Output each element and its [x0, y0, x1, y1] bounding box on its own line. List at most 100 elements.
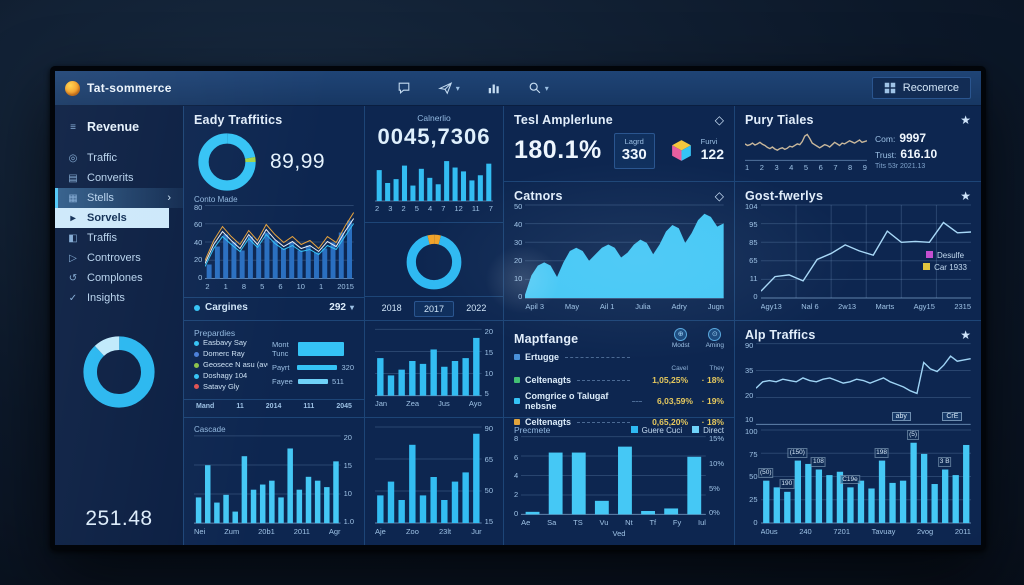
x-axis-caption: Ved: [612, 529, 626, 538]
search-icon[interactable]: ▾: [528, 81, 549, 95]
star-icon[interactable]: ★: [960, 113, 971, 127]
sidebar-item-insights[interactable]: ✓ Insights: [68, 292, 125, 304]
year-selector: 2018 2017 2022: [365, 296, 503, 317]
year-button[interactable]: 2018: [381, 303, 402, 313]
card-title: Catnors: [514, 189, 563, 203]
check-icon: ✓: [68, 292, 78, 304]
refresh-icon: ↺: [68, 272, 78, 284]
precmete-card: Precmete Guere Cuci Direct 8 6 4 2 0 Ae Sa TS Vu…: [504, 418, 734, 545]
monitor-frame: Tat-sommerce ▾ ▾ Re: [50, 66, 986, 550]
column-b: Calnerlio 0045,7306 2 3 2 5 4 7 12 11 7 2018 201…: [365, 106, 504, 545]
topbar-actions: ▾ ▾: [397, 81, 549, 95]
column-a: Eady Traffitics 89,99 Conto Made 80 60 40 2…: [184, 106, 365, 545]
alp-traffics-card: Alp Traffics ★ 90 35 20 10 CrE aby 100 75 50 25 0…: [735, 321, 981, 545]
sidebar-item-stells[interactable]: ▦ Stells ›: [55, 188, 183, 208]
dashboard-screen: Tat-sommerce ▾ ▾ Re: [55, 71, 981, 545]
metric-row: Comgrice o Talugaf nebsne 6,03,59% · 19%: [514, 388, 724, 414]
topbar: Tat-sommerce ▾ ▾ Re: [55, 71, 981, 106]
bullet-icon: [194, 384, 199, 390]
sidebar: ≡ Revenue ◎ Traffic ▤ Converits ▦ Stells…: [55, 106, 184, 545]
bullet-icon: [194, 362, 199, 368]
eady-donut-chart: [196, 131, 258, 193]
card-title: Tesl Amplerlune: [514, 113, 613, 127]
star-icon[interactable]: ★: [960, 328, 971, 342]
gost-fwerlys-card: Gost-fwerlys ★ 104 95 85 65 11 0 Agy13 Nal 6 2w1…: [735, 182, 981, 321]
properties-card: Prepardies Easbavy Say Domerc Ray Geosec…: [184, 321, 364, 418]
legend-swatch: [630, 425, 638, 433]
legend-swatch: [925, 251, 933, 258]
eady-donut-row: 89,99: [194, 127, 354, 195]
sidebar-item-controvers[interactable]: ▷ Controvers: [55, 248, 183, 268]
metric-row: Celtenagts 1,05,25% · 18%: [514, 372, 724, 388]
metric-row: Celtenagts 0,65,20% · 18%: [514, 414, 724, 430]
sidebar-item-traffis[interactable]: ◧ Traffis: [68, 232, 117, 244]
card-title: Eady Traffitics: [194, 113, 283, 127]
sidebar-item-revenue[interactable]: ≡ Revenue: [55, 116, 183, 148]
app-logo[interactable]: Tat-sommerce: [65, 80, 172, 96]
tesl-card: Tesl Amplerlune ◇ 180.1% Lagrd 330: [504, 106, 734, 182]
chart-icon[interactable]: [487, 81, 501, 95]
furvi-stat: Furvi 122: [669, 137, 724, 164]
catnors-area-chart: 50 40 30 20 10 0 Apil 3 May Ail 1 Julia Adry Jugn: [514, 202, 724, 311]
bullet-icon: [514, 354, 520, 360]
chat-icon[interactable]: [397, 81, 411, 95]
send-icon[interactable]: ▾: [437, 81, 460, 95]
cube-icon: [671, 140, 691, 161]
properties-footer: Mand 11 2014 111 2045: [184, 399, 364, 410]
bullet-icon: [194, 373, 199, 379]
monthly-bar-chart: Jan Zea Jus Ayo 20 15 10 5: [375, 327, 493, 408]
sidebar-total-value: 251.48: [85, 507, 153, 530]
logo-label: Tat-sommerce: [87, 81, 172, 95]
chevron-down-icon: ▾: [544, 83, 549, 93]
card-title: Alp Traffics: [745, 328, 816, 342]
column-subheaders: Cavel They: [671, 365, 724, 372]
lagrd-stat-box: Lagrd 330: [613, 132, 655, 169]
modst-control[interactable]: ⊕ Modst: [672, 328, 690, 349]
star-icon[interactable]: ★: [960, 189, 971, 203]
sidebar-item-complones[interactable]: ↺ Complones: [68, 272, 143, 284]
alp-bar-chart: 100 75 50 25 0 (50) 190 (150) 108 C19e 198 (5) 3 B A0…: [745, 427, 971, 536]
sidebar-item-converits[interactable]: ▤ Converits: [68, 172, 134, 184]
legend-item: Easbavy Say: [194, 338, 268, 349]
calnerlio-card: Calnerlio 0045,7306 2 3 2 5 4 7 12 11 7: [365, 106, 503, 223]
progress-row: Mont Tunc: [272, 340, 354, 358]
panel-icon: ◧: [68, 232, 78, 244]
gost-legend: Desulfe Car 1933: [923, 251, 967, 272]
cascade-bar-chart: Nei Zum 20b1 2011 Agr 20 15 10 1.0: [194, 433, 354, 536]
aming-control[interactable]: ⊙ Aming: [706, 328, 724, 349]
diamond-icon[interactable]: ◇: [714, 113, 724, 127]
diamond-icon[interactable]: ◇: [714, 189, 724, 203]
year-donut-chart: [404, 232, 464, 292]
bullet-icon: [194, 304, 200, 311]
year-button[interactable]: 2022: [466, 303, 487, 313]
chevron-right-icon: ›: [167, 192, 171, 204]
hamburger-icon: ≡: [70, 121, 76, 133]
arrow-right-icon: ▸: [70, 212, 76, 224]
bullet-icon: [514, 398, 520, 404]
properties-bars: Mont Tunc Payrt 320 Fayee: [272, 338, 354, 395]
list-icon: ▦: [68, 192, 78, 204]
progress-bar: [298, 342, 344, 356]
bullet-icon: [514, 377, 520, 383]
sidebar-item-traffic[interactable]: ◎ Traffic: [68, 152, 117, 164]
metric-row: Ertugge: [514, 349, 724, 365]
cargines-dropdown[interactable]: Cargines 292 ▾: [184, 297, 364, 313]
recomerce-button[interactable]: Recomerce: [871, 77, 971, 99]
card-title: Pury Tiales: [745, 113, 814, 127]
gost-line-chart: 104 95 85 65 11 0 Agy13 Nal 6 2w13 Marts Agy15 2315: [745, 202, 971, 311]
grid-icon: [884, 82, 895, 94]
legend-swatch: [692, 425, 700, 433]
card-title: Prepardies: [194, 328, 236, 338]
sidebar-item-sorvels[interactable]: ▸ Sorvels: [55, 208, 169, 228]
card-title: Calnerlio: [417, 113, 451, 123]
combo-chart-label: Conto Made: [194, 195, 238, 204]
dot-circle-icon: ⊙: [708, 328, 722, 341]
year-button[interactable]: 2017: [414, 301, 454, 317]
eady-traffitics-card: Eady Traffitics 89,99 Conto Made 80 60 40 2…: [184, 106, 364, 321]
tesl-percent: 180.1%: [514, 136, 602, 164]
alp-line-chart: 90 35 20 10 CrE aby: [745, 342, 971, 426]
progress-bar: [298, 379, 328, 384]
